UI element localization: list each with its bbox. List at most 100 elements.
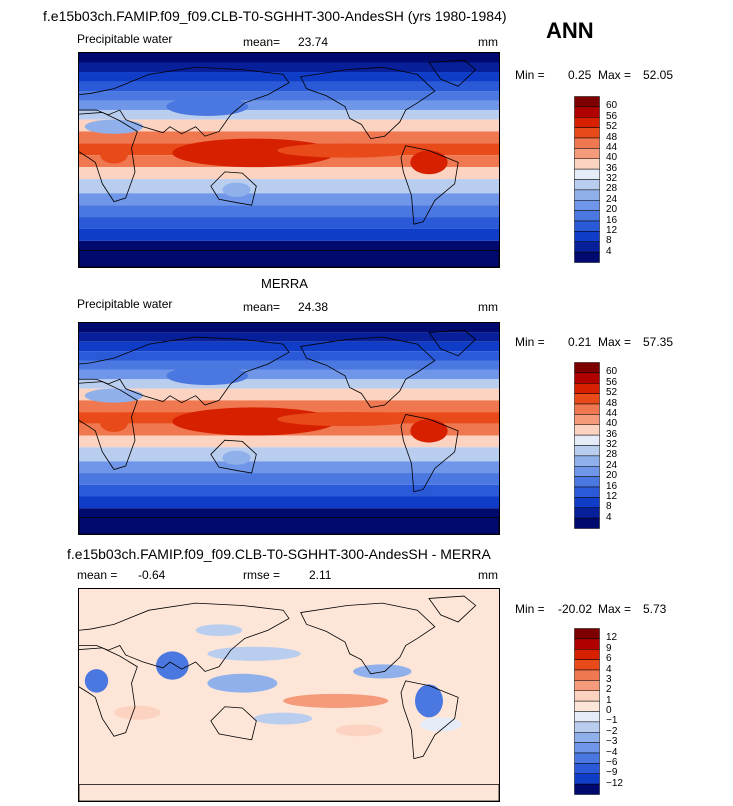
lat-band-3	[79, 81, 499, 92]
diff-anomaly-1	[283, 693, 389, 708]
colorbar-swatch-10	[574, 732, 600, 743]
lat-band-17	[79, 240, 499, 267]
lat-band-5	[79, 100, 499, 111]
colorbar-swatch-7	[574, 434, 600, 446]
lat-band-8	[79, 131, 499, 144]
colorbar-tick-label: 16	[606, 214, 618, 226]
colorbar-swatch-9	[574, 721, 600, 733]
colorbar-tick-label: 3	[606, 673, 612, 685]
colorbar-tick-label: 4	[606, 245, 612, 257]
lat-band-4	[79, 360, 499, 370]
panel3-max-value: 5.73	[643, 602, 667, 616]
coastline-greenland	[429, 596, 476, 622]
sahara-dry	[84, 388, 144, 403]
australia-dry	[222, 450, 251, 465]
colorbar-tick-label: 60	[606, 366, 618, 378]
panel1-min-value: 0.25	[568, 68, 592, 82]
colorbar-tick-label: 12	[606, 632, 618, 644]
lat-band-16	[79, 496, 499, 509]
colorbar-tick-label: 4	[606, 511, 612, 523]
colorbar-tick-label: 32	[606, 173, 618, 184]
panel1-min-label: Min =	[515, 68, 545, 82]
warm-pool-core	[172, 407, 336, 436]
panel2-colorbar: 60 56 52 48 44 40 36 32 28 24 20 16 12 8 4	[574, 362, 617, 529]
colorbar-tick-label: 20	[606, 204, 618, 216]
panel2-max-label: Max =	[598, 335, 632, 349]
season-label: ANN	[546, 18, 594, 43]
colorbar-tick-label: −12	[606, 777, 623, 789]
colorbar-tick-label: 8	[606, 501, 612, 513]
colorbar-swatch-4	[574, 669, 600, 681]
colorbar-swatch-0	[574, 362, 600, 374]
panel3-rmse-label: rmse =	[243, 568, 281, 582]
colorbar-swatch-12	[574, 220, 600, 232]
africa-moist	[100, 144, 128, 164]
amazon-moist	[410, 150, 448, 175]
colorbar-tick-label: 44	[606, 141, 618, 153]
panel2-mean-label: mean=	[243, 300, 281, 314]
coastline-northamerica	[301, 603, 435, 674]
coastline-eurasia	[79, 67, 289, 136]
lat-band-12	[79, 179, 499, 194]
colorbar-tick-label: 12	[606, 224, 618, 236]
panel1-colorbar: 60 56 52 48 44 40 36 32 28 24 20 16 12 8 4	[574, 96, 617, 263]
colorbar-swatch-15	[574, 783, 600, 795]
diff-anomaly-7	[114, 705, 161, 720]
panel3-mean-value: -0.64	[138, 568, 166, 582]
panel2-heading: MERRA	[261, 276, 308, 291]
panel2-mean-value: 24.38	[298, 300, 329, 314]
lat-band-0	[79, 323, 499, 333]
colorbar-tick-label: −3	[606, 736, 618, 748]
lat-band-3	[79, 351, 499, 361]
panel2-min-label: Min =	[515, 335, 545, 349]
tibet-dry	[166, 366, 249, 386]
colorbar-swatch-9	[574, 189, 600, 201]
colorbar-tick-label: −9	[606, 767, 618, 779]
colorbar-swatch-3	[574, 659, 600, 671]
colorbar-tick-label: −6	[606, 756, 618, 768]
coastline-australia	[211, 172, 256, 205]
panel3-min-label: Min =	[515, 602, 545, 616]
panel1-mean-value: 23.74	[298, 35, 329, 49]
panel1-units: mm	[478, 35, 498, 49]
colorbar-tick-label: 0	[606, 705, 612, 716]
colorbar-tick-label: 24	[606, 193, 618, 205]
lat-band-11	[79, 167, 499, 180]
lat-band-13	[79, 461, 499, 474]
colorbar-tick-label: 36	[606, 428, 618, 440]
coastline-antarctica	[79, 785, 499, 801]
panel3-rmse-value: 2.11	[309, 568, 332, 582]
colorbar-swatch-0	[574, 96, 600, 108]
colorbar-tick-label: 1	[606, 694, 612, 706]
colorbar-swatch-9	[574, 455, 600, 467]
colorbar-swatch-1	[574, 372, 600, 384]
colorbar-swatch-4	[574, 403, 600, 415]
diff-anomaly-9	[419, 717, 462, 732]
lat-band-4	[79, 91, 499, 101]
lat-band-2	[79, 72, 499, 82]
panel1-mean-label: mean=	[243, 35, 281, 49]
colorbar-swatch-11	[574, 476, 600, 488]
colorbar-tick-label: −4	[606, 746, 618, 758]
panel3-min-value: -20.02	[558, 602, 593, 616]
coastline-africa	[79, 382, 137, 470]
panel2-min-value: 0.21	[568, 335, 592, 349]
colorbar-tick-label: 28	[606, 183, 618, 195]
diff-anomaly-3	[207, 646, 301, 661]
coastline-antarctica	[79, 518, 499, 534]
colorbar-swatch-5	[574, 414, 600, 425]
coastline-greenland	[429, 60, 476, 86]
colorbar-tick-label: 52	[606, 121, 618, 133]
colorbar-tick-label: 56	[606, 110, 618, 122]
colorbar-tick-label: 40	[606, 418, 618, 430]
panel3-map	[78, 588, 500, 802]
lat-band-7	[79, 388, 499, 401]
australia-dry	[222, 182, 251, 197]
colorbar-swatch-11	[574, 742, 600, 754]
colorbar-swatch-14	[574, 507, 600, 519]
panel1-map	[78, 52, 500, 268]
colorbar-swatch-12	[574, 486, 600, 498]
lat-band-13	[79, 193, 499, 206]
panel2-map	[78, 322, 500, 535]
lat-band-12	[79, 447, 499, 462]
